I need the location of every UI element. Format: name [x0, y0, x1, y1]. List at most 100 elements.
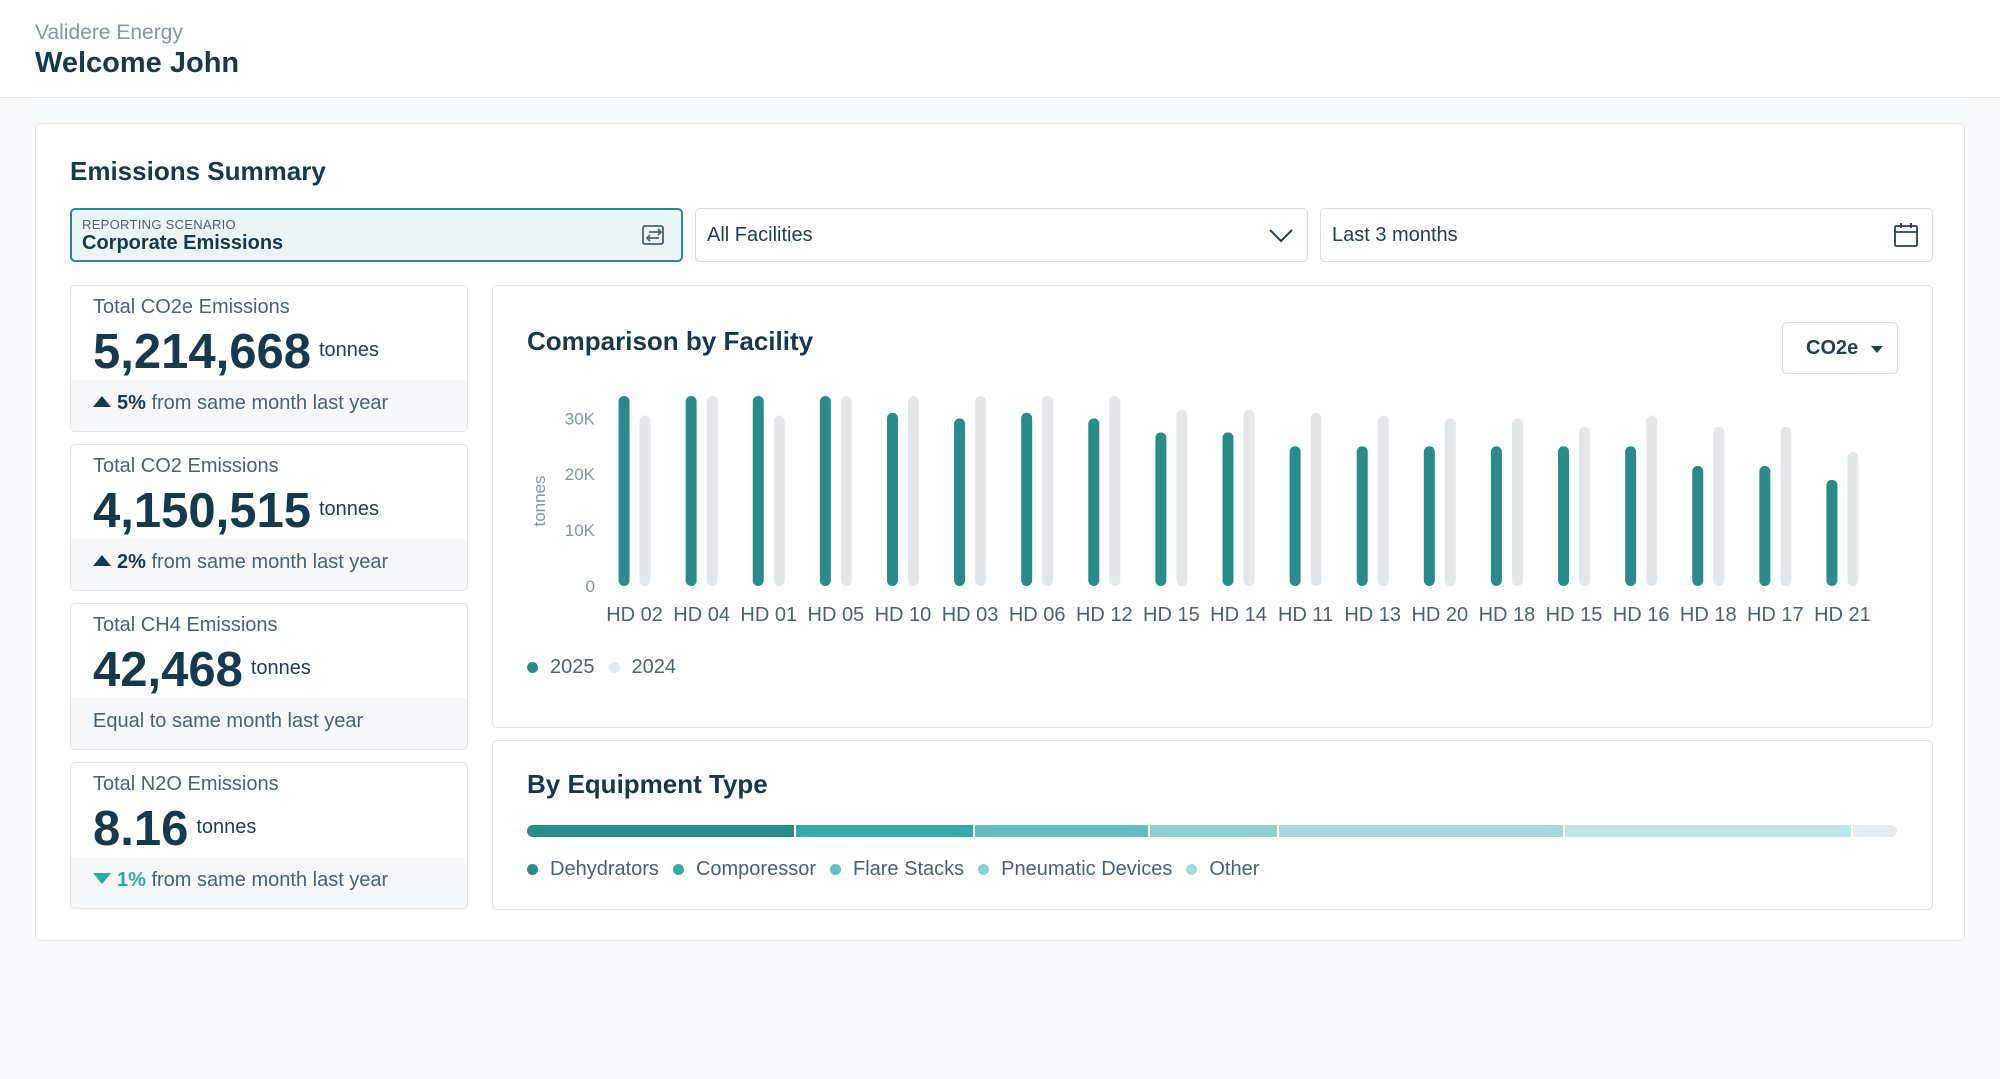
- equipment-segment: [795, 825, 975, 837]
- equipment-legend-item: Dehydrators: [527, 858, 659, 881]
- bar-2024: [1176, 409, 1188, 586]
- bar-2024: [1847, 451, 1859, 586]
- x-tick-label: HD 03: [942, 604, 999, 626]
- caret-down-icon: [1871, 346, 1883, 353]
- x-tick-label: HD 17: [1747, 604, 1804, 626]
- equipment-segment: [974, 825, 1151, 837]
- x-tick-label: HD 04: [673, 604, 730, 626]
- y-tick-label: 30K: [565, 409, 596, 428]
- stat-title: Total CO2e Emissions: [93, 296, 290, 318]
- bar-2024: [1310, 412, 1322, 586]
- date-range-value: Last 3 months: [1332, 224, 1458, 246]
- emissions-summary-panel: Emissions Summary REPORTING SCENARIO Cor…: [35, 123, 1965, 941]
- bar-2025: [1289, 446, 1301, 586]
- panel-title: Emissions Summary: [70, 156, 326, 186]
- y-tick-label: 0: [586, 577, 595, 596]
- stat-change: 2% from same month last year: [71, 539, 467, 590]
- equipment-segment: [1279, 825, 1566, 837]
- x-tick-label: HD 21: [1814, 604, 1871, 626]
- org-name: Validere Energy: [35, 21, 183, 44]
- bar-2025: [1423, 446, 1435, 586]
- stat-card-co2: Total CO2 Emissions 4,150,515 tonnes 2% f…: [70, 444, 468, 591]
- bar-2025: [1826, 479, 1838, 586]
- bar-2025: [1558, 446, 1570, 586]
- bar-2025: [618, 396, 630, 586]
- x-tick-label: HD 20: [1411, 604, 1468, 626]
- stat-unit: tonnes: [319, 498, 380, 520]
- equipment-legend-item: Other: [1186, 858, 1259, 881]
- x-tick-label: HD 11: [1278, 604, 1333, 626]
- y-tick-label: 20K: [565, 465, 596, 484]
- stat-unit: tonnes: [196, 816, 257, 838]
- equipment-legend-label: Dehydrators: [550, 858, 659, 880]
- stat-unit: tonnes: [319, 339, 380, 361]
- swap-icon[interactable]: [641, 222, 667, 248]
- stat-card-ch4: Total CH4 Emissions 42,468 tonnes Equal t…: [70, 603, 468, 750]
- stat-card-co2e: Total CO2e Emissions 5,214,668 tonnes 5% …: [70, 285, 468, 432]
- bar-2025: [752, 396, 764, 586]
- y-axis-label: tonnes: [530, 475, 549, 526]
- bar-2025: [1625, 446, 1637, 586]
- comparison-title: Comparison by Facility: [527, 326, 814, 356]
- reporting-scenario-selector[interactable]: REPORTING SCENARIO Corporate Emissions: [70, 208, 683, 262]
- x-tick-label: HD 15: [1143, 604, 1200, 626]
- metric-dropdown[interactable]: CO2e: [1782, 322, 1898, 374]
- bar-2024: [1579, 426, 1591, 586]
- bar-2024: [1646, 415, 1658, 586]
- calendar-icon[interactable]: [1892, 221, 1920, 249]
- bar-2025: [1490, 446, 1502, 586]
- chart-legend: 2025 2024: [527, 656, 690, 679]
- bar-2024: [1243, 409, 1255, 586]
- facilities-select[interactable]: All Facilities: [695, 208, 1308, 262]
- equipment-legend-item: Pneumatic Devices: [978, 858, 1172, 881]
- bar-2024: [1377, 415, 1389, 586]
- x-tick-label: HD 12: [1076, 604, 1133, 626]
- x-tick-label: HD 18: [1680, 604, 1737, 626]
- bar-2025: [1021, 412, 1033, 586]
- legend-dot: [527, 864, 538, 875]
- equipment-segment: [527, 825, 796, 837]
- equipment-legend: Dehydrators Comporessor Flare Stacks Pneuma…: [527, 858, 1273, 881]
- x-tick-label: HD 10: [875, 604, 932, 626]
- legend-dot: [829, 864, 841, 875]
- bar-2024: [907, 396, 919, 586]
- bar-2024: [639, 415, 651, 586]
- bar-2024: [1042, 396, 1054, 586]
- stat-card-n2o: Total N2O Emissions 8.16 tonnes 1% from s…: [70, 762, 468, 909]
- arrow-up-icon: [93, 396, 111, 407]
- date-range-picker[interactable]: Last 3 months: [1320, 208, 1933, 262]
- stat-change-value: 2%: [117, 551, 146, 573]
- welcome-title: Welcome John: [35, 47, 240, 79]
- stat-value: 42,468 tonnes: [93, 643, 311, 697]
- stat-change-value: 5%: [117, 392, 146, 414]
- legend-dot: [672, 864, 684, 875]
- bar-2025: [1155, 432, 1167, 586]
- bar-2025: [1356, 446, 1368, 586]
- stat-change-value: 1%: [117, 869, 146, 891]
- arrow-up-icon: [93, 555, 111, 566]
- bar-2025: [1222, 432, 1234, 586]
- equipment-segment: [1150, 825, 1280, 837]
- legend-dot: [527, 662, 538, 673]
- stat-title: Total CO2 Emissions: [93, 455, 279, 477]
- x-tick-label: HD 01: [740, 604, 797, 626]
- bar-2025: [1759, 465, 1771, 586]
- x-tick-label: HD 02: [606, 604, 663, 626]
- bar-2024: [975, 396, 987, 586]
- legend-item-2025: 2025: [527, 656, 595, 679]
- legend-dot: [608, 662, 620, 673]
- x-tick-label: HD 06: [1009, 604, 1066, 626]
- equipment-legend-label: Flare Stacks: [852, 858, 965, 880]
- legend-dot: [1186, 864, 1198, 875]
- comparison-by-facility-card: Comparison by Facility CO2e 0 10K 20K 30K to…: [492, 285, 1933, 728]
- bar-2024: [706, 396, 718, 586]
- x-tick-label: HD 13: [1344, 604, 1401, 626]
- top-bar: Validere Energy Welcome John: [0, 0, 2000, 98]
- equipment-legend-label: Other: [1209, 858, 1260, 880]
- bar-2025: [819, 396, 831, 586]
- bar-2024: [840, 396, 852, 586]
- bar-2025: [685, 396, 697, 586]
- bar-2024: [1109, 396, 1121, 586]
- legend-dot: [978, 864, 990, 875]
- equipment-legend-item: Comporessor: [672, 858, 816, 881]
